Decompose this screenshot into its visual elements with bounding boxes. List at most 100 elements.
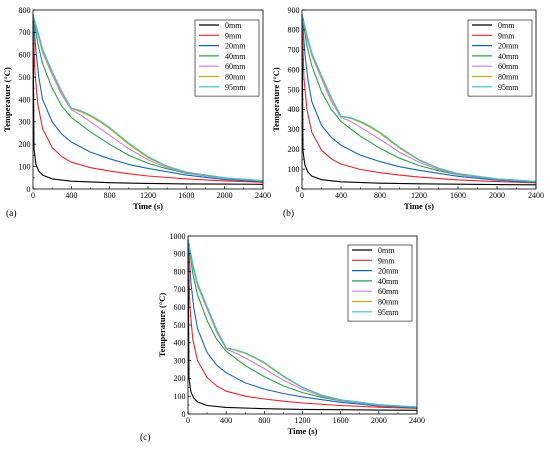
y-tick-label: 700: [288, 46, 300, 55]
x-tick-label: 2400: [255, 191, 271, 200]
y-tick-label: 700: [174, 285, 186, 294]
y-tick-label: 900: [174, 250, 186, 259]
series-line-9mm-b: [301, 13, 537, 184]
legend-box-b: [467, 19, 533, 97]
legend-label: 80mm: [378, 298, 399, 307]
y-tick-label: 0: [27, 185, 31, 194]
x-tick-label: 400: [65, 191, 77, 200]
x-tick-label: 1600: [333, 416, 349, 425]
series-line-95mm-b: [301, 13, 537, 182]
x-tick-label: 1200: [295, 416, 311, 425]
legend-label: 40mm: [498, 52, 519, 61]
panel-label-a: (a): [6, 208, 17, 219]
series-line-95mm-c: [187, 239, 418, 408]
y-tick-label: 500: [288, 85, 300, 94]
y-tick-label: 800: [174, 267, 186, 276]
legend-label: 60mm: [498, 62, 519, 71]
y-tick-label: 1000: [170, 232, 186, 241]
panel-a: (a) 0 400 800 1200 1600 2000 2400 0 100 200 300 400…: [2, 6, 271, 219]
series-line-60mm-c: [187, 239, 418, 408]
y-tick-label: 600: [288, 65, 300, 74]
y-tick-label: 800: [288, 26, 300, 35]
series-line-95mm-a: [32, 14, 264, 182]
legend-label: 20mm: [498, 42, 519, 51]
series-line-0mm-c: [187, 239, 418, 411]
y-tick-label: 200: [174, 374, 186, 383]
y-tick-label: 900: [288, 6, 300, 15]
legend-label: 80mm: [225, 73, 246, 82]
legend-label: 9mm: [498, 31, 515, 40]
y-axis-label: Temperature (°C): [271, 67, 281, 132]
x-tick-label: 1200: [411, 191, 427, 200]
legend-label: 20mm: [225, 42, 246, 51]
panel-b: (b) 0 400 800 1200 1600 2000 2400 0 100 200 300 400…: [271, 6, 544, 219]
y-axis-label: Temperature (°C): [2, 67, 12, 132]
y-tick-label: 500: [174, 321, 186, 330]
legend-label: 95mm: [498, 83, 519, 92]
series-line-0mm-a: [32, 14, 264, 185]
legend-label: 0mm: [498, 21, 515, 30]
x-tick-label: 2400: [528, 191, 544, 200]
x-tick-label: 1600: [178, 191, 194, 200]
y-tick-label: 100: [288, 165, 300, 174]
series-line-0mm-b: [301, 13, 537, 186]
x-tick-label: 400: [220, 416, 232, 425]
panel-c: (c) 0 400 800 1200 1600 2000 2400 0 100 200 300 400…: [140, 232, 425, 443]
x-tick-label: 1200: [140, 191, 156, 200]
x-tick-label: 2000: [371, 416, 387, 425]
y-tick-label: 0: [296, 185, 300, 194]
panel-label-c: (c): [140, 432, 151, 443]
legend-label: 95mm: [225, 83, 246, 92]
x-tick-label: 2000: [217, 191, 233, 200]
legend-label: 60mm: [378, 287, 399, 296]
series-line-20mm-c: [187, 239, 418, 409]
y-tick-label: 400: [19, 95, 31, 104]
y-tick-label: 200: [19, 140, 31, 149]
y-tick-label: 600: [174, 303, 186, 312]
legend-label: 9mm: [378, 256, 395, 265]
x-tick-label: 0: [300, 191, 304, 200]
legend-label: 20mm: [378, 267, 399, 276]
y-tick-label: 400: [288, 105, 300, 114]
x-tick-label: 2000: [489, 191, 505, 200]
legend-label: 40mm: [225, 52, 246, 61]
legend-label: 0mm: [378, 246, 395, 255]
x-tick-label: 800: [374, 191, 386, 200]
legend-label: 80mm: [498, 73, 519, 82]
y-tick-label: 700: [19, 28, 31, 37]
legend-box-a: [194, 19, 260, 97]
series-line-20mm-b: [301, 13, 537, 183]
y-axis-label: Temperature (°C): [157, 293, 167, 358]
x-tick-label: 1600: [450, 191, 466, 200]
x-tick-label: 800: [258, 416, 270, 425]
y-tick-label: 400: [174, 339, 186, 348]
panel-label-b: (b): [283, 208, 294, 219]
y-tick-label: 200: [288, 145, 300, 154]
x-tick-label: 0: [31, 191, 35, 200]
y-tick-label: 300: [19, 118, 31, 127]
x-axis-label: Time (s): [288, 426, 318, 436]
y-tick-label: 300: [288, 125, 300, 134]
x-tick-label: 2400: [409, 416, 425, 425]
y-tick-label: 100: [174, 392, 186, 401]
series-line-9mm-a: [32, 14, 264, 183]
series-line-20mm-a: [32, 14, 264, 183]
y-tick-label: 600: [19, 51, 31, 60]
series-line-60mm-a: [32, 14, 264, 182]
x-axis-label: Time (s): [404, 201, 434, 211]
legend-label: 9mm: [225, 31, 242, 40]
y-tick-label: 500: [19, 73, 31, 82]
legend-label: 40mm: [378, 277, 399, 286]
legend-label: 0mm: [225, 21, 242, 30]
series-line-9mm-c: [187, 239, 418, 409]
x-tick-label: 400: [335, 191, 347, 200]
y-tick-label: 0: [182, 410, 186, 419]
x-axis-label: Time (s): [133, 201, 163, 211]
y-tick-label: 100: [19, 162, 31, 171]
y-tick-label: 300: [174, 356, 186, 365]
y-tick-label: 800: [19, 6, 31, 15]
series-line-60mm-b: [301, 13, 537, 183]
legend-label: 95mm: [378, 308, 399, 317]
x-tick-label: 0: [186, 416, 190, 425]
